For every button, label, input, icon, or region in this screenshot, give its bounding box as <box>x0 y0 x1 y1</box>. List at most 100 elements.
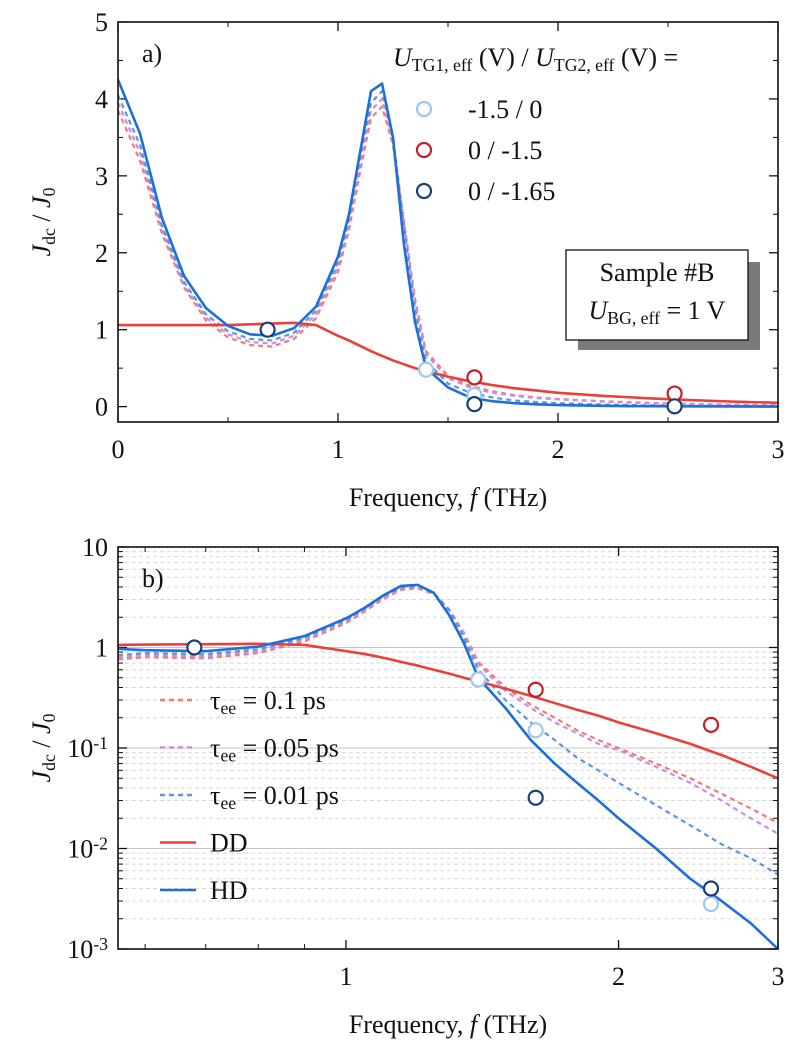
data-line <box>118 90 778 408</box>
text-part: -1 <box>93 733 108 753</box>
text-part: f <box>470 1010 481 1039</box>
text-part: ee <box>220 698 236 718</box>
plot-frame <box>117 546 779 950</box>
legend-label: 0 / -1.65 <box>468 177 555 206</box>
x-tick-label: 3 <box>772 435 785 464</box>
y-tick-label: 10 <box>82 533 108 562</box>
legend-marker <box>415 141 433 159</box>
text-part: = 1 V <box>660 296 726 325</box>
text-part: Frequency, <box>349 1010 470 1039</box>
text-part: U <box>393 43 414 72</box>
text-part: J <box>27 195 56 208</box>
data-point <box>666 398 683 415</box>
text-part: (V) = <box>614 43 678 72</box>
text-part: f <box>470 483 481 512</box>
text-part: 10 <box>67 835 93 864</box>
text-part: 10 <box>67 734 93 763</box>
x-tick-label: 0 <box>112 435 125 464</box>
data-line <box>118 79 778 408</box>
text-part: BG, eff <box>607 308 660 328</box>
text-part: 10 <box>67 935 93 964</box>
text-part: U <box>589 296 610 325</box>
text-part: -2 <box>93 833 108 853</box>
legend-label: τee = 0.1 ps <box>210 686 326 718</box>
text-part: U <box>535 43 556 72</box>
legend-label: -1.5 / 0 <box>468 95 542 124</box>
y-axis-label: Jdc / J0 <box>27 187 59 256</box>
annotation-box <box>565 249 749 341</box>
data-point <box>466 396 483 413</box>
text-part: TG2, eff <box>554 55 615 75</box>
annotation-text: UBG, eff = 1 V <box>589 296 726 328</box>
data-point <box>186 639 203 656</box>
text-part: τ <box>210 781 220 810</box>
text-part: Frequency, <box>349 483 470 512</box>
data-point <box>702 895 720 913</box>
data-point <box>527 681 544 698</box>
legend-label: 0 / -1.5 <box>468 136 542 165</box>
text-part: (THz) <box>477 483 547 512</box>
y-tick-label: 5 <box>95 8 108 37</box>
text-part: dc <box>39 228 59 245</box>
plot-area <box>118 79 778 415</box>
legend-marker <box>415 100 433 118</box>
text-part: TG1, eff <box>412 55 473 75</box>
panel-label: a) <box>142 39 162 68</box>
data-point <box>527 722 544 739</box>
annotation-text: Sample #B <box>600 258 715 287</box>
y-tick-label: 2 <box>95 239 108 268</box>
legend-label: HD <box>210 876 248 905</box>
x-tick-label: 1 <box>332 435 345 464</box>
text-part: 0 <box>39 713 59 722</box>
panel-label: b) <box>142 564 164 593</box>
text-part: = 0.1 ps <box>236 686 326 715</box>
x-tick-label: 1 <box>339 962 352 991</box>
data-point <box>527 789 544 806</box>
text-part: J <box>27 769 56 782</box>
y-tick-label: 0 <box>95 393 108 422</box>
text-part: 0 <box>39 187 59 196</box>
y-tick-label: 4 <box>95 85 108 114</box>
y-tick-label: 10-1 <box>67 733 108 763</box>
legend-label: DD <box>210 829 248 858</box>
legend-marker <box>415 182 433 200</box>
text-part: -3 <box>93 934 108 954</box>
y-axis-label: Jdc / J0 <box>27 713 59 782</box>
data-point <box>259 321 276 338</box>
x-axis-label: Frequency, f (THz) <box>349 1010 547 1039</box>
legend-label: τee = 0.01 ps <box>210 781 339 813</box>
data-line <box>118 321 778 405</box>
data-point <box>417 361 435 378</box>
data-point <box>466 369 483 386</box>
y-tick-label: 1 <box>95 634 108 663</box>
text-part: = 0.05 ps <box>236 734 339 763</box>
text-part: (V) / <box>472 43 535 72</box>
plot-area <box>118 583 778 949</box>
x-tick-label: 3 <box>772 962 785 991</box>
text-part: τ <box>210 734 220 763</box>
text-part: ee <box>220 793 236 813</box>
data-line <box>118 583 778 949</box>
data-point <box>470 671 487 688</box>
text-part: τ <box>210 686 220 715</box>
text-part: / <box>27 734 56 754</box>
legend-label: τee = 0.05 ps <box>210 734 339 766</box>
text-part: J <box>27 243 56 256</box>
y-tick-label: 10-2 <box>67 833 108 863</box>
x-axis-label: Frequency, f (THz) <box>349 483 547 512</box>
data-point <box>702 880 720 897</box>
data-line <box>118 97 778 407</box>
text-part: J <box>27 721 56 734</box>
text-part: dc <box>39 754 59 771</box>
legend-title: UTG1, eff (V) / UTG2, eff (V) = <box>393 43 678 75</box>
data-line <box>118 642 778 780</box>
data-point <box>702 716 720 733</box>
text-part: ee <box>220 746 236 766</box>
text-part: = 0.01 ps <box>236 781 339 810</box>
y-tick-label: 10-3 <box>67 934 108 964</box>
data-line <box>118 585 778 835</box>
y-tick-label: 1 <box>95 316 108 345</box>
text-part: / <box>27 208 56 228</box>
plot-frame <box>117 21 779 423</box>
